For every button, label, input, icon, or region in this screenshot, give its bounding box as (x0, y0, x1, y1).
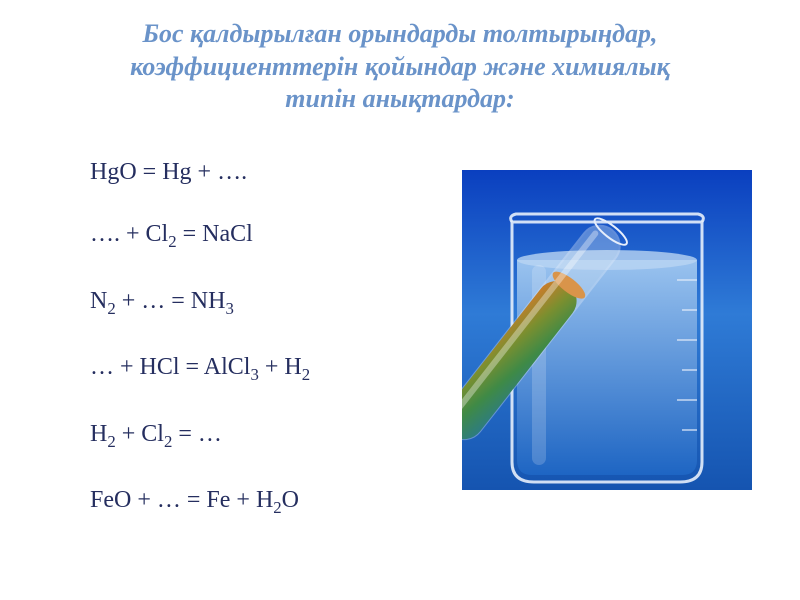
slide-title: Бос қалдырылған орындарды толтырыңдар, к… (0, 0, 800, 126)
title-line-2: коэффициенттерін қойындар және химиялық (40, 51, 760, 84)
equation-2: …. + Cl2 = NaCl (90, 222, 310, 251)
equation-6: FeO + … = Fe + H2O (90, 488, 310, 517)
equation-5: H2 + Cl2 = … (90, 422, 310, 451)
title-line-1: Бос қалдырылған орындарды толтырыңдар, (40, 18, 760, 51)
equation-4: … + HCl = AlCl3 + H2 (90, 355, 310, 384)
beaker-icon (462, 170, 752, 490)
equation-3: N2 + … = NH3 (90, 289, 310, 318)
experiment-photo (462, 170, 752, 490)
equation-1: HgO = Hg + …. (90, 160, 310, 184)
equation-list: HgO = Hg + …. …. + Cl2 = NaCl N2 + … = N… (90, 160, 310, 555)
title-line-3: типін анықтардар: (40, 83, 760, 116)
